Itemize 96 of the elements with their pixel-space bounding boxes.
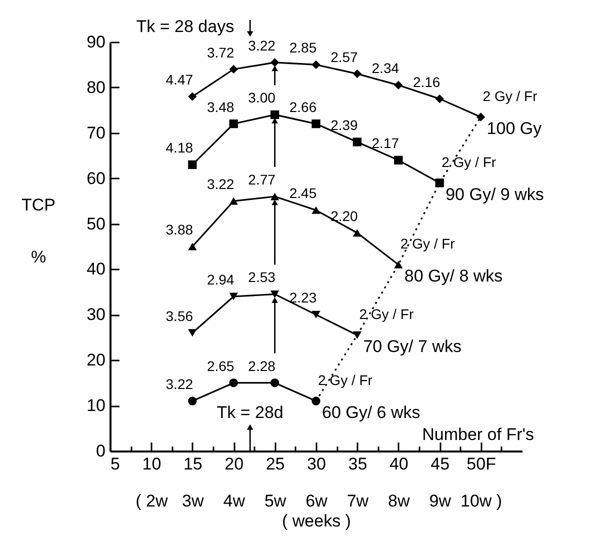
point [312, 60, 320, 70]
annotation: 2.65 [206, 358, 234, 374]
x-tick-label: 5 [110, 454, 120, 474]
series-label: 90 Gy/ 9 wks [446, 184, 544, 204]
x2-tick-label: 4w [223, 492, 246, 510]
annotation: 2.23 [289, 290, 317, 306]
text: TCP % [22, 196, 56, 266]
x2-tick-label: 5w [264, 492, 287, 510]
annotation: 2 Gy / Fr [400, 236, 456, 252]
annotation: 2.34 [372, 60, 400, 76]
point [229, 64, 238, 74]
x-tick-label: 15 [183, 454, 202, 474]
point [270, 192, 280, 200]
point [435, 94, 444, 104]
point [312, 206, 320, 214]
point [270, 290, 280, 298]
annotation: 3.72 [206, 44, 234, 60]
point [352, 138, 362, 146]
series-label: 80 Gy/ 8 wks [404, 266, 503, 286]
point [270, 378, 280, 388]
annotation: 2.17 [372, 135, 400, 152]
y-tick-label: 10 [86, 396, 106, 416]
x-tick-label: 30 [307, 454, 326, 474]
series-label: 100 Gy [486, 118, 542, 138]
x2-tick-label: 8w [388, 492, 410, 510]
point [312, 310, 320, 318]
x-tick-label: 20 [224, 454, 244, 474]
point [229, 292, 238, 300]
x-tick-label: 25 [266, 454, 285, 474]
annotation: 2 Gy / Fr [442, 154, 496, 170]
x2-tick-label: 7w [346, 492, 370, 510]
x-tick-label: 50F [466, 454, 496, 474]
point [352, 69, 362, 78]
y-tick-label: 80 [86, 78, 106, 97]
annotation: 3.88 [166, 222, 194, 238]
annotation: 4.18 [166, 140, 194, 156]
annotation: 2.94 [206, 271, 234, 288]
point [229, 378, 238, 388]
annotation: 2 Gy / Fr [359, 306, 414, 322]
x2-tick-label: 10w ) [460, 492, 502, 510]
annotation: 2.53 [248, 269, 276, 286]
series-label: 70 Gy/ 7 wks [363, 337, 462, 356]
y-tick-label: 90 [86, 32, 106, 52]
annotation: 2.39 [330, 116, 358, 133]
annotation: 2.66 [289, 98, 317, 115]
y-tick-label: 70 [86, 123, 106, 142]
point [229, 197, 238, 205]
annotation: 3.22 [166, 376, 194, 392]
point [188, 329, 197, 337]
x2-axis-title: ( weeks ) [282, 512, 351, 530]
series-label: 60 Gy/ 6 wks [322, 403, 420, 422]
annotation: 3.00 [248, 90, 276, 106]
x2-tick-label: 9w [429, 492, 452, 510]
y-tick-label: 30 [86, 305, 106, 324]
point [270, 110, 280, 120]
annotation: 2.16 [412, 74, 440, 90]
annotation: 2.57 [330, 48, 358, 65]
x2-tick-label: ( 2w [136, 492, 168, 510]
annotation: 4.47 [166, 72, 194, 88]
point [188, 92, 197, 101]
annotation: Tk = 28d [216, 403, 284, 422]
x2-tick-label: 6w [306, 492, 328, 510]
annotation: 3.22 [206, 176, 234, 192]
y-tick-label: 20 [86, 350, 106, 370]
point [394, 260, 403, 268]
point [352, 229, 362, 237]
y-tick-label: 40 [86, 260, 106, 279]
annotation: 2 Gy / Fr [482, 88, 538, 104]
point [188, 396, 197, 406]
point [394, 80, 403, 90]
annotation: 3.56 [166, 308, 194, 324]
annotation: 2 Gy / Fr [318, 372, 373, 388]
y-tick-label: 0 [96, 442, 106, 460]
x-tick-label: 45 [430, 454, 450, 474]
point [312, 396, 320, 406]
x-axis-title: Number of Fr's [422, 425, 534, 444]
annotation: 3.48 [206, 98, 234, 115]
annotation: 2.28 [248, 358, 276, 374]
point [188, 160, 197, 170]
x2-tick-label: 3w [182, 492, 204, 510]
y-tick-label: 60 [86, 168, 106, 188]
point [188, 242, 197, 250]
annotation: 2.77 [248, 172, 276, 188]
annotation: 2.45 [289, 185, 317, 202]
x-tick-label: 10 [142, 454, 162, 474]
text: Tk = 28 days [136, 17, 234, 36]
point [270, 58, 280, 67]
point [394, 156, 403, 164]
point [229, 119, 238, 128]
annotation: 3.22 [248, 37, 276, 54]
x-tick-label: 40 [389, 454, 408, 474]
point [312, 119, 320, 128]
x-tick-label: 35 [348, 454, 368, 474]
annotation: 2.85 [289, 40, 317, 56]
point [476, 112, 486, 122]
y-tick-label: 50 [86, 214, 106, 234]
